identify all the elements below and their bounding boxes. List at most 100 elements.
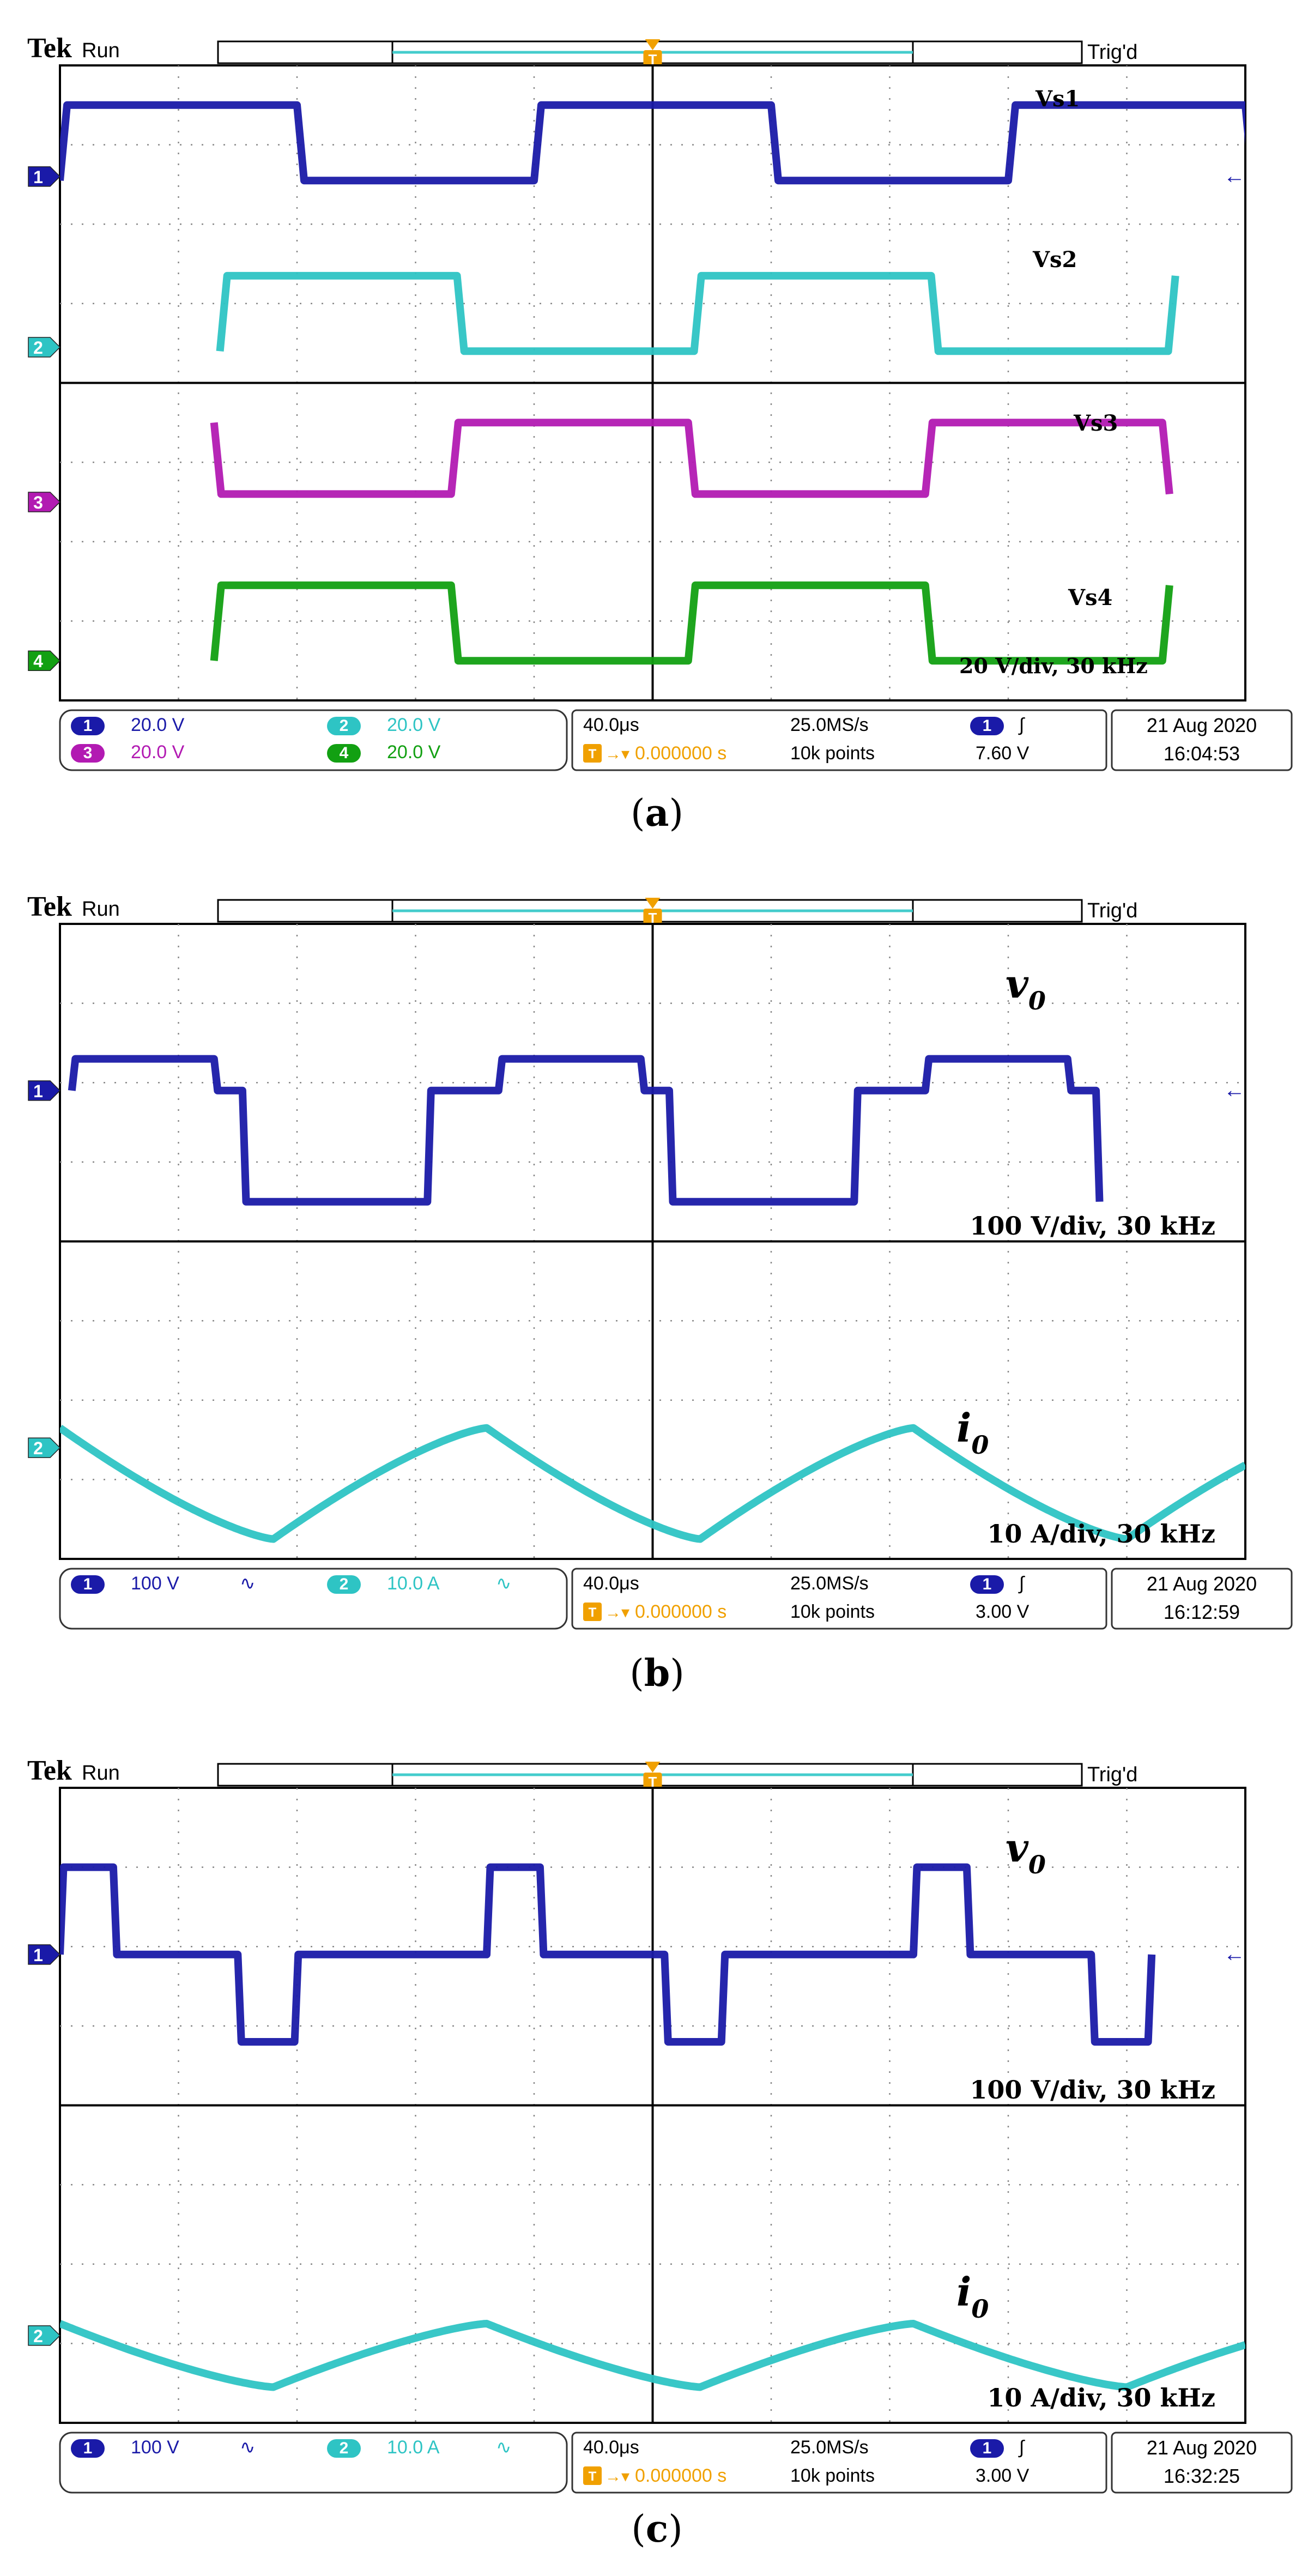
readout-channel-1-badge — [71, 2439, 105, 2458]
series-label-vs3: Vs3 — [1073, 410, 1118, 436]
trigger-position-value: 0.000000 s — [635, 743, 726, 764]
trigger-status-label: Trig'd — [1087, 899, 1137, 922]
series-label-subscript: 0 — [1028, 986, 1046, 1015]
scale-annotation-i0: 10 A/div, 30 kHz — [987, 1519, 1215, 1549]
scope-panel-a: Tek Run Trig'd T 1 2 3 4 ← Vs1 Vs2 Vs3 Vs4 20 V/div, … — [0, 0, 1314, 858]
scale-annotation-v0: 100 V/div, 30 kHz — [970, 2075, 1215, 2105]
trigger-position-value: 0.000000 s — [635, 1601, 726, 1622]
channel-2-ground-marker — [28, 2325, 61, 2346]
series-label-subscript: 0 — [971, 2294, 989, 2324]
sample-rate-value: 25.0MS/s — [790, 2437, 869, 2458]
channel-2-marker-number: 2 — [33, 1438, 43, 1458]
trigger-readout-letter: T — [589, 747, 597, 761]
channel-1-marker-number: 1 — [33, 167, 43, 187]
scale-annotation-i0: 10 A/div, 30 kHz — [987, 2383, 1215, 2412]
readout-channel-3-badge — [71, 744, 105, 763]
channel-readout-box — [59, 1568, 568, 1630]
trace-v0 — [60, 1863, 1156, 2046]
readout-channel-4-badge — [327, 744, 361, 763]
brand-logo: Tek — [27, 33, 72, 64]
readout-channel-4-number: 4 — [340, 744, 349, 762]
trigger-position-readout-icon — [583, 2466, 602, 2485]
channel-4-marker-number: 4 — [33, 651, 43, 671]
trigger-status-label: Trig'd — [1087, 41, 1137, 64]
series-label-vs4: Vs4 — [1068, 585, 1112, 610]
channel-1-ground-marker — [28, 1080, 61, 1101]
readout-channel-1-coupling-icon: ∿ — [240, 2437, 256, 2458]
trigger-slope-icon: ∫ — [1018, 1573, 1025, 1594]
readout-channel-2-scale: 20.0 V — [387, 715, 441, 735]
series-label-subscript: 0 — [1028, 1850, 1046, 1879]
trace-vs3 — [210, 419, 1173, 498]
trigger-status-label: Trig'd — [1087, 1763, 1137, 1786]
readout-channel-1-scale: 100 V — [131, 2437, 179, 2458]
trigger-position-marker — [643, 50, 662, 69]
trigger-source-number: 1 — [983, 717, 992, 735]
series-label-vs2: Vs2 — [1032, 247, 1077, 273]
trace-i0 — [60, 2320, 1245, 2391]
trigger-position-arrow-icon: →▾ — [605, 2468, 629, 2486]
channel-2-ground-marker — [28, 337, 61, 358]
readout-channel-1-badge — [71, 717, 105, 735]
readout-channel-2-number: 2 — [340, 1575, 349, 1593]
channel-2-marker-number: 2 — [33, 2326, 43, 2346]
channel-2-ground-marker — [28, 1437, 61, 1458]
channel-1-ground-marker — [28, 166, 61, 187]
run-state-label: Run — [82, 898, 120, 921]
channel-1-marker-number: 1 — [33, 1945, 43, 1965]
brand-logo: Tek — [27, 1755, 72, 1786]
readout-channel-2-badge — [327, 717, 361, 735]
trigger-position-arrow — [645, 1762, 661, 1773]
trigger-marker-letter: T — [649, 1774, 657, 1790]
channel-readout-box — [59, 2432, 568, 2494]
trigger-marker-letter: T — [649, 51, 657, 68]
trigger-readout-letter: T — [589, 2469, 597, 2484]
trigger-level-value: 3.00 V — [976, 2465, 1030, 2486]
time-value: 16:04:53 — [1164, 742, 1240, 765]
oscilloscope-screen-a: Tek Run Trig'd T 1 2 3 4 ← Vs1 Vs2 Vs3 Vs4 20 V/div, … — [27, 33, 1293, 771]
scope-panel-b: Tek Run Trig'd T 1 2 ← v0 100 V/div, 30 kHz i0 10 … — [0, 858, 1314, 1722]
trigger-position-arrow-icon: →▾ — [605, 1604, 629, 1622]
trigger-position-arrow-icon: →▾ — [605, 745, 629, 763]
trigger-source-badge — [970, 2439, 1004, 2458]
trigger-readout-letter: T — [589, 1605, 597, 1620]
trace-vs4 — [210, 581, 1173, 665]
readout-channel-2-badge — [327, 1575, 361, 1594]
trigger-source-number: 1 — [983, 2439, 992, 2457]
scale-annotation-v0: 100 V/div, 30 kHz — [970, 1211, 1215, 1241]
readout-channel-3-number: 3 — [83, 744, 93, 762]
trigger-level-value: 3.00 V — [976, 1601, 1030, 1622]
readout-channel-2-scale: 10.0 A — [387, 1573, 440, 1594]
series-label-vs1: Vs1 — [1035, 86, 1080, 112]
readout-channel-1-scale: 20.0 V — [131, 715, 185, 735]
channel-3-marker-number: 3 — [33, 493, 43, 512]
channel-readout-box — [59, 709, 568, 771]
readout-channel-1-coupling-icon: ∿ — [240, 1573, 256, 1594]
trigger-marker-letter: T — [649, 910, 657, 926]
readout-channel-2-coupling-icon: ∿ — [496, 2437, 512, 2458]
trigger-position-value: 0.000000 s — [635, 2465, 726, 2486]
readout-channel-2-badge — [327, 2439, 361, 2458]
trace-vs2 — [216, 271, 1179, 355]
datetime-readout-box — [1111, 2432, 1293, 2494]
trigger-source-badge — [970, 717, 1004, 735]
trigger-level-arrow: ← — [1224, 164, 1245, 188]
readout-channel-2-scale: 10.0 A — [387, 2437, 440, 2458]
caption-a: (a) — [630, 791, 684, 835]
readout-channel-1-number: 1 — [83, 717, 93, 735]
readout-channel-2-number: 2 — [340, 2439, 349, 2457]
datetime-readout-box — [1111, 1568, 1293, 1630]
trace-vs1 — [60, 101, 1245, 185]
record-length-value: 10k points — [790, 743, 875, 764]
trigger-slope-icon: ∫ — [1018, 715, 1025, 735]
record-length-value: 10k points — [790, 1601, 875, 1622]
trigger-source-number: 1 — [983, 1575, 992, 1593]
trigger-position-arrow — [645, 898, 661, 909]
channel-1-ground-marker — [28, 1944, 61, 1965]
trigger-level-arrow: ← — [1224, 1078, 1245, 1102]
channel-3-ground-marker — [28, 492, 61, 512]
trace-i0 — [60, 1424, 1245, 1543]
timebase-value: 40.0μs — [583, 2437, 639, 2458]
